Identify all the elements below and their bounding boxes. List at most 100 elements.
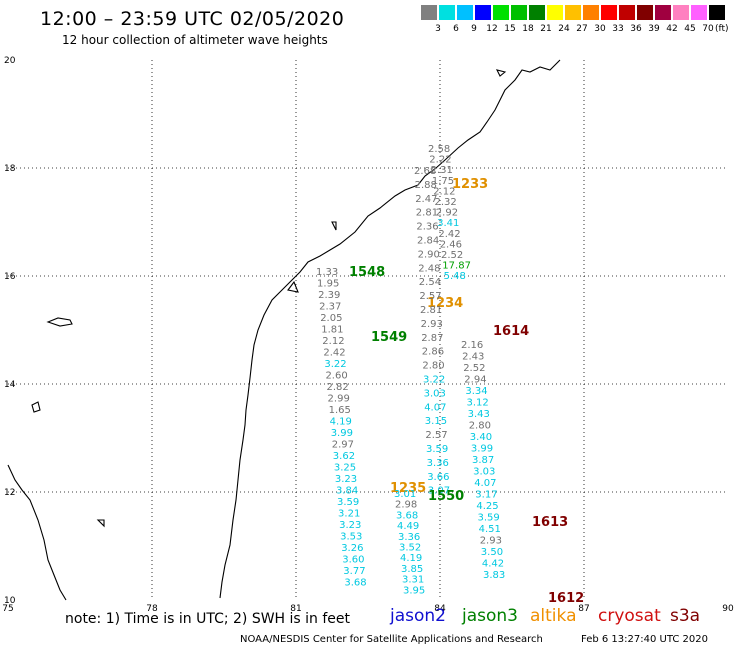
- legend-swatch: [637, 5, 653, 20]
- lat-tick-label: 14: [4, 380, 16, 390]
- page-title: 12:00 – 23:59 UTC 02/05/2020: [40, 8, 345, 30]
- satellite-label: jason2: [390, 606, 446, 626]
- swh-value: 2.81: [420, 305, 442, 316]
- swh-value: 2.84: [417, 236, 439, 247]
- track: 2.162.432.522.943.343.123.432.803.403.99…: [461, 324, 529, 581]
- swh-value: 2.90: [418, 249, 440, 260]
- swh-value: 2.94: [464, 375, 486, 386]
- pass-time-label: 1549: [371, 330, 407, 345]
- swh-value: 2.86: [422, 347, 444, 358]
- lon-tick-label: 78: [146, 604, 158, 614]
- legend-level: 33: [612, 24, 624, 34]
- swh-value: 3.66: [427, 472, 449, 483]
- swh-value: 3.03: [473, 467, 495, 478]
- swh-value: 2.80: [469, 421, 491, 432]
- swh-value: 3.07: [428, 486, 450, 497]
- legend-level: 30: [594, 24, 606, 34]
- swh-value: 3.12: [467, 398, 489, 409]
- swh-value: 2.39: [318, 290, 340, 301]
- swh-value: 5.48: [444, 271, 466, 282]
- legend-swatch: [655, 5, 671, 20]
- swh-value: 2.48: [418, 263, 440, 274]
- track: 1234: [427, 296, 463, 311]
- swh-value: 2.46: [440, 239, 462, 250]
- swh-value: 17.87: [442, 261, 471, 272]
- pass-time-label: 1614: [493, 324, 529, 339]
- legend-swatch: [619, 5, 635, 20]
- swh-value: 3.23: [339, 520, 361, 531]
- lon-tick-label: 90: [722, 604, 734, 614]
- lat-tick-label: 18: [4, 164, 16, 174]
- legend-level: 70: [702, 24, 714, 34]
- legend-swatch: [673, 5, 689, 20]
- legend-swatch: [565, 5, 581, 20]
- swh-value: 2.47: [415, 194, 437, 205]
- swh-value: 3.17: [475, 490, 497, 501]
- swh-value: 2.43: [462, 352, 484, 363]
- swh-value: 3.68: [396, 510, 418, 521]
- swh-value: 3.77: [343, 566, 365, 577]
- swh-value: 1.33: [316, 267, 338, 278]
- swh-value: 4.49: [397, 521, 419, 532]
- grid-lines: [8, 60, 728, 600]
- swh-value: 2.12: [322, 336, 344, 347]
- swh-value: 3.21: [338, 509, 360, 520]
- swh-value: 1.65: [329, 405, 351, 416]
- pass-time-label: 1550: [428, 489, 464, 504]
- swh-value: 3.95: [403, 585, 425, 596]
- pass-time-label: 1234: [427, 296, 463, 311]
- track: 1612: [548, 591, 584, 606]
- swh-value: 3.36: [398, 532, 420, 543]
- swh-value: 2.80: [422, 361, 444, 372]
- pass-time-label: 1235: [390, 481, 426, 496]
- legend-level: 12: [486, 24, 498, 34]
- swh-value: 3.22: [423, 375, 445, 386]
- swh-value: 1.75: [432, 176, 454, 187]
- swh-value: 2.37: [319, 302, 341, 313]
- track: 1.331.952.392.372.051.812.122.423.222.60…: [316, 265, 385, 589]
- legend-level: 9: [471, 24, 477, 34]
- legend-swatch: [511, 5, 527, 20]
- track: 3.012.983.684.493.363.524.193.853.313.95…: [394, 489, 464, 596]
- legend-swatch: [493, 5, 509, 20]
- swh-value: 3.85: [401, 564, 423, 575]
- swh-value: 2.42: [323, 348, 345, 359]
- swh-value: 3.23: [335, 474, 357, 485]
- swh-value: 2.68: [414, 166, 436, 177]
- swh-value: 4.19: [400, 553, 422, 564]
- swh-value: 3.01: [394, 489, 416, 500]
- page-subtitle: 12 hour collection of altimeter wave hei…: [62, 33, 328, 47]
- swh-value: 2.98: [395, 500, 417, 511]
- swh-value: 4.07: [424, 402, 446, 413]
- swh-value: 2.57: [419, 291, 441, 302]
- lat-tick-label: 12: [4, 488, 15, 498]
- swh-value: 4.07: [474, 478, 496, 489]
- swh-value: 4.25: [476, 501, 498, 512]
- swh-value: 2.22: [429, 155, 451, 166]
- lat-tick-label: 10: [4, 596, 16, 606]
- pass-time-label: 1612: [548, 591, 584, 606]
- swh-value: 2.93: [421, 319, 443, 330]
- coastline: [7, 59, 561, 601]
- legend-level: 42: [666, 24, 678, 34]
- swh-value: 2.52: [441, 250, 463, 261]
- lon-tick-label: 87: [578, 604, 589, 614]
- swh-value: 2.93: [480, 536, 502, 547]
- legend-level: 6: [453, 24, 459, 34]
- legend-swatch: [583, 5, 599, 20]
- lon-tick-label: 75: [2, 604, 13, 614]
- lon-tick-label: 84: [434, 604, 446, 614]
- legend-swatch: [457, 5, 473, 20]
- legend-swatch: [475, 5, 491, 20]
- note-text: note: 1) Time is in UTC; 2) SWH is in fe…: [65, 611, 351, 627]
- satellite-label: jason3: [462, 606, 518, 626]
- swh-value: 2.42: [438, 229, 460, 240]
- track: 2.68 2.88 2.47 2.81 2.36 2.84 2.90 2.48 2.54 2.57…: [371, 166, 450, 497]
- satellite-label: s3a: [670, 606, 701, 626]
- altimeter-tracks: 2.582.222.311.752.122.322.923.412.422.46…: [316, 144, 584, 606]
- swh-value: 3.84: [336, 486, 358, 497]
- swh-value: 1.95: [317, 279, 339, 290]
- swh-value: 2.16: [461, 340, 483, 351]
- legend-level: 45: [684, 24, 696, 34]
